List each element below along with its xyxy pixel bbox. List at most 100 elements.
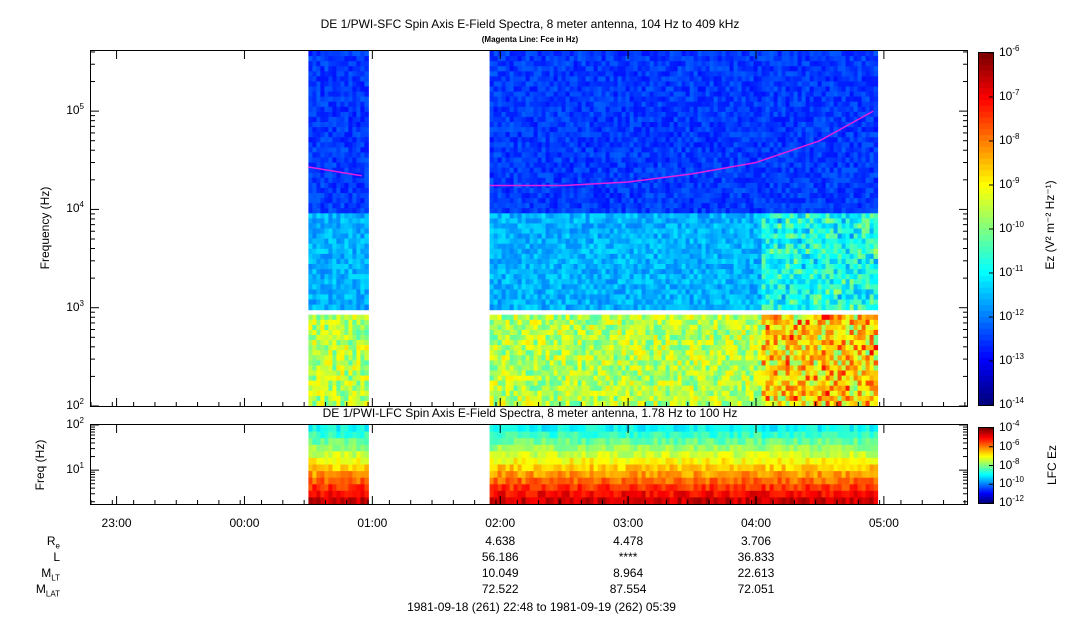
sfc-cell bbox=[625, 147, 631, 153]
sfc-cell bbox=[633, 370, 639, 377]
sfc-cell bbox=[593, 127, 599, 133]
sfc-cell bbox=[597, 96, 603, 103]
sfc-cell bbox=[625, 370, 631, 377]
sfc-cell bbox=[625, 177, 631, 184]
sfc-cell bbox=[340, 248, 345, 255]
sfc-cell bbox=[705, 360, 711, 366]
sfc-cell bbox=[593, 253, 599, 260]
sfc-cell bbox=[653, 71, 659, 77]
sfc-cell bbox=[493, 96, 499, 103]
sfc-cell bbox=[657, 147, 663, 153]
sfc-cell bbox=[645, 157, 651, 164]
sfc-cell bbox=[549, 51, 555, 57]
sfc-cell bbox=[525, 81, 531, 87]
sfc-cell bbox=[497, 132, 503, 138]
sfc-cell bbox=[693, 314, 699, 321]
sfc-cell bbox=[673, 299, 679, 306]
sfc-cell bbox=[649, 76, 655, 82]
sfc-cell bbox=[649, 284, 655, 290]
sfc-cell bbox=[641, 258, 647, 265]
sfc-cell bbox=[348, 243, 353, 250]
sfc-cell bbox=[705, 51, 711, 57]
sfc-cell bbox=[705, 66, 711, 72]
sfc-cell bbox=[581, 279, 587, 285]
sfc-cell bbox=[577, 137, 583, 143]
sfc-cell bbox=[557, 172, 563, 179]
sfc-cell bbox=[669, 116, 675, 123]
sfc-cell bbox=[669, 132, 675, 138]
sfc-cell bbox=[332, 81, 337, 87]
sfc-cell bbox=[633, 71, 639, 77]
sfc-cell bbox=[557, 81, 563, 87]
sfc-cell bbox=[497, 116, 503, 123]
sfc-cell bbox=[561, 137, 567, 143]
sfc-cell bbox=[549, 380, 555, 387]
sfc-cell bbox=[701, 395, 707, 402]
sfc-cell bbox=[324, 329, 329, 336]
sfc-cell bbox=[324, 147, 329, 153]
sfc-cell bbox=[709, 228, 715, 235]
sfc-cell bbox=[328, 248, 333, 255]
sfc-cell bbox=[549, 284, 555, 290]
sfc-cell bbox=[621, 162, 627, 169]
sfc-cell bbox=[501, 370, 507, 377]
sfc-cell bbox=[609, 91, 615, 98]
sfc-cell bbox=[549, 269, 555, 275]
sfc-cell bbox=[601, 294, 607, 300]
sfc-cell bbox=[637, 71, 643, 77]
sfc-cell bbox=[653, 385, 659, 392]
sfc-cell bbox=[497, 233, 503, 240]
sfc-cell bbox=[497, 198, 503, 204]
sfc-cell bbox=[701, 193, 707, 199]
sfc-cell bbox=[653, 223, 659, 229]
sfc-cell bbox=[701, 147, 707, 153]
sfc-cell bbox=[581, 264, 587, 270]
sfc-cell bbox=[669, 228, 675, 235]
sfc-cell bbox=[308, 182, 313, 189]
sfc-cell bbox=[657, 71, 663, 77]
sfc-cell bbox=[581, 345, 587, 351]
sfc-cell bbox=[621, 193, 627, 199]
sfc-cell bbox=[521, 258, 527, 265]
sfc-cell bbox=[553, 294, 559, 300]
sfc-cell bbox=[613, 248, 619, 255]
sfc-cell bbox=[665, 329, 671, 336]
sfc-cell bbox=[621, 51, 627, 57]
sfc-cell bbox=[617, 157, 623, 164]
sfc-cell bbox=[312, 203, 317, 209]
sfc-cell bbox=[593, 279, 599, 285]
sfc-cell bbox=[593, 380, 599, 387]
sfc-cell bbox=[509, 137, 515, 143]
sfc-cell bbox=[316, 66, 321, 72]
sfc-cell bbox=[521, 106, 527, 113]
sfc-cell bbox=[645, 203, 651, 209]
sfc-cell bbox=[364, 187, 369, 194]
sfc-cell bbox=[625, 274, 631, 280]
sfc-cell bbox=[336, 279, 341, 285]
sfc-cell bbox=[320, 96, 325, 103]
sfc-cell bbox=[573, 299, 579, 306]
sfc-cell bbox=[625, 208, 631, 214]
sfc-cell bbox=[713, 284, 719, 290]
sfc-cell bbox=[573, 274, 579, 280]
sfc-cell bbox=[348, 203, 353, 209]
sfc-cell bbox=[709, 294, 715, 300]
sfc-cell bbox=[497, 304, 503, 311]
sfc-cell bbox=[585, 203, 591, 209]
sfc-cell bbox=[705, 101, 711, 108]
sfc-cell bbox=[533, 238, 539, 245]
sfc-cell bbox=[677, 365, 683, 371]
sfc-cell bbox=[697, 304, 703, 311]
sfc-cell bbox=[493, 279, 499, 285]
sfc-cell bbox=[537, 274, 543, 280]
sfc-cell bbox=[308, 274, 313, 280]
sfc-cell bbox=[501, 122, 507, 128]
sfc-cell bbox=[681, 360, 687, 366]
sfc-cell bbox=[312, 360, 317, 366]
sfc-cell bbox=[517, 360, 523, 366]
sfc-cell bbox=[697, 269, 703, 275]
sfc-cell bbox=[529, 66, 535, 72]
sfc-cell bbox=[513, 198, 519, 204]
sfc-cell bbox=[637, 345, 643, 351]
sfc-cell bbox=[589, 233, 595, 240]
